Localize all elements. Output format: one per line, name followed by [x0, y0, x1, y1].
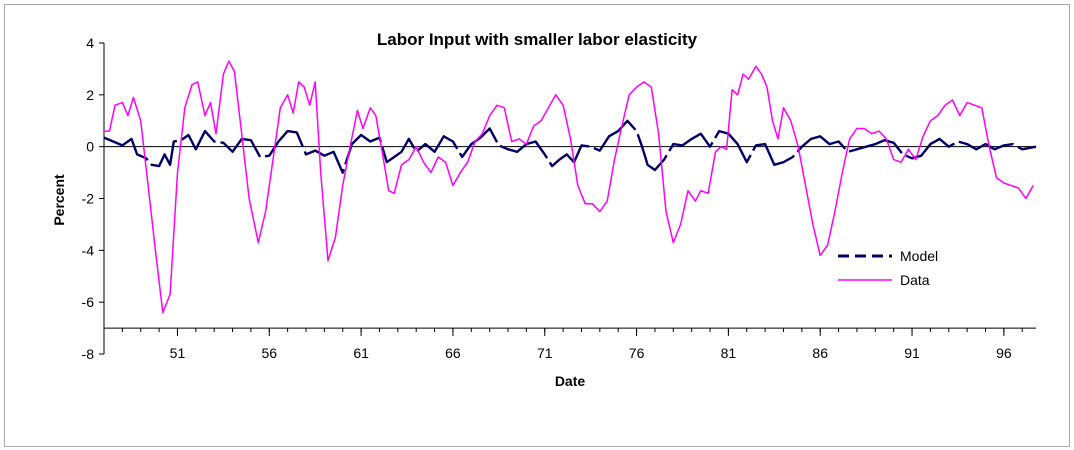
x-axis-label: Date [555, 373, 586, 389]
y-tick-label: -4 [82, 242, 95, 258]
x-tick-label: 71 [537, 345, 553, 361]
x-tick-label: 81 [721, 345, 737, 361]
y-axis: 4 2 0 -2 -4 -6 -8 [82, 35, 1036, 362]
x-tick-label: 66 [445, 345, 461, 361]
x-tick-label: 76 [629, 345, 645, 361]
x-tick-label: 51 [170, 345, 186, 361]
y-tick-label: -8 [82, 346, 95, 362]
legend-label-data: Data [900, 272, 930, 288]
x-tick-label: 96 [996, 345, 1012, 361]
series-line-model [103, 119, 1037, 174]
y-tick-label: 0 [86, 139, 94, 155]
y-axis-label: Percent [51, 174, 67, 226]
series-line-data [104, 60, 1034, 314]
chart-frame [4, 4, 1070, 447]
y-tick-label: -2 [82, 191, 95, 207]
y-tick-label: -6 [82, 294, 95, 310]
legend: Model Data [838, 248, 938, 288]
x-axis: 51 56 61 66 71 76 81 86 91 96 [103, 327, 1036, 361]
chart-title: Labor Input with smaller labor elasticit… [377, 30, 698, 49]
x-tick-label: 91 [904, 345, 920, 361]
x-tick-label: 61 [353, 345, 369, 361]
x-tick-label: 86 [812, 345, 828, 361]
y-tick-label: 4 [86, 35, 94, 51]
series-lines [103, 60, 1037, 314]
legend-label-model: Model [900, 248, 938, 264]
x-tick-label: 56 [261, 345, 277, 361]
y-tick-label: 2 [86, 87, 94, 103]
